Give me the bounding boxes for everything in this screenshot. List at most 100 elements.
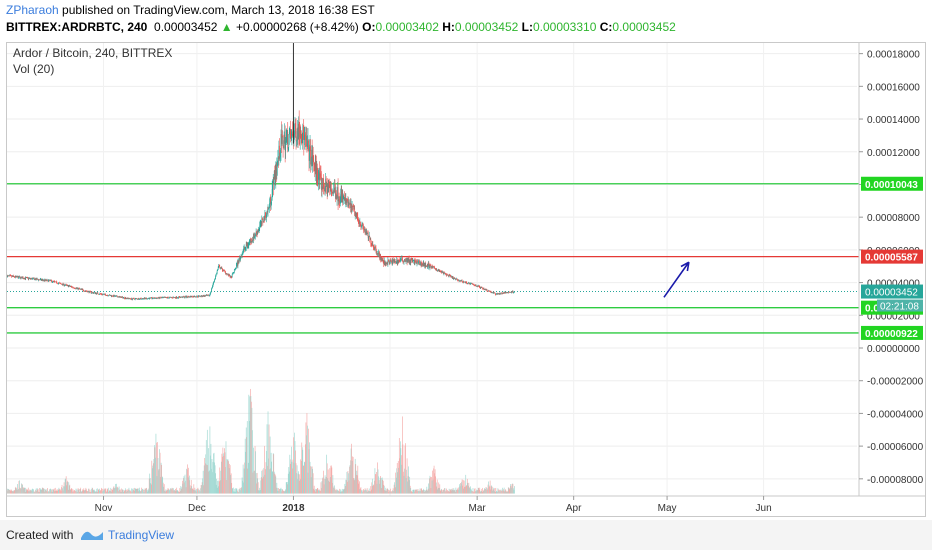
candle-body bbox=[457, 278, 458, 281]
candle-body bbox=[463, 281, 465, 283]
volume-bar bbox=[278, 490, 280, 494]
volume-bar bbox=[464, 486, 466, 494]
volume-bar bbox=[84, 490, 86, 494]
candle-body bbox=[378, 252, 379, 254]
candle-body bbox=[66, 284, 68, 286]
volume-bar bbox=[155, 433, 157, 494]
volume-bar bbox=[130, 491, 132, 494]
candle-body bbox=[253, 234, 255, 239]
candle-body bbox=[40, 278, 42, 280]
volume-bar bbox=[361, 490, 362, 494]
candle-body bbox=[47, 279, 49, 282]
volume-bar bbox=[466, 485, 468, 494]
candle-body bbox=[179, 297, 181, 299]
volume-bar bbox=[346, 480, 347, 494]
candle-body bbox=[486, 289, 488, 292]
volume-bar bbox=[210, 455, 211, 494]
volume-bar bbox=[310, 466, 311, 494]
volume-bar bbox=[280, 488, 281, 494]
candle-body bbox=[408, 258, 409, 262]
volume-bar bbox=[498, 490, 500, 494]
volume-bar bbox=[252, 430, 253, 494]
volume-bar bbox=[255, 473, 257, 494]
volume-bar bbox=[302, 449, 304, 494]
tradingview-brand-link[interactable]: TradingView bbox=[108, 528, 175, 542]
volume-bar bbox=[94, 492, 96, 494]
candle-body bbox=[30, 278, 32, 280]
volume-bar bbox=[495, 491, 497, 494]
volume-bar bbox=[20, 488, 22, 494]
volume-bar bbox=[362, 492, 363, 494]
volume-bar bbox=[294, 441, 296, 494]
volume-bar bbox=[109, 491, 111, 494]
candle-body bbox=[127, 297, 128, 299]
volume-bar bbox=[477, 489, 479, 494]
volume-bar bbox=[318, 489, 320, 494]
candle-body bbox=[66, 284, 68, 286]
volume-bar bbox=[344, 485, 346, 494]
candle-body bbox=[379, 253, 380, 259]
candle-body bbox=[349, 202, 351, 205]
chart-pane[interactable]: 0.00018000 0.00016000 0.00014000 0.00012000… bbox=[6, 42, 926, 517]
volume-bar bbox=[388, 489, 389, 494]
candle-body bbox=[27, 277, 29, 279]
candle-body bbox=[62, 283, 63, 285]
volume-bar bbox=[39, 487, 41, 494]
candle-body bbox=[393, 260, 394, 261]
volume-bar bbox=[26, 489, 28, 494]
author-link[interactable]: ZPharaoh bbox=[6, 3, 59, 17]
candle-body bbox=[189, 296, 191, 298]
candle-body bbox=[222, 270, 224, 272]
candle-body bbox=[72, 286, 73, 288]
price-chart[interactable]: 0.000180000.000160000.000140000.00012000… bbox=[7, 43, 925, 516]
volume-bar bbox=[196, 491, 198, 494]
candle-body bbox=[225, 271, 226, 274]
candle-body bbox=[117, 296, 119, 298]
candle-body bbox=[20, 277, 22, 279]
candle-body bbox=[135, 298, 137, 300]
candle-body bbox=[370, 243, 372, 245]
candle-body bbox=[296, 140, 297, 142]
candle-body bbox=[424, 262, 426, 268]
candle-body bbox=[224, 270, 226, 272]
candle-body bbox=[127, 297, 129, 299]
volume-bar bbox=[111, 489, 113, 494]
candle-body bbox=[354, 213, 356, 216]
current-price-tag bbox=[861, 284, 923, 299]
volume-bar bbox=[393, 491, 394, 494]
volume-bar bbox=[438, 482, 440, 494]
candle-body bbox=[446, 274, 447, 276]
candle-body bbox=[361, 223, 363, 226]
candle-body bbox=[321, 186, 323, 191]
volume-bar bbox=[219, 480, 221, 494]
candle-body bbox=[477, 286, 479, 287]
volume-bar bbox=[475, 491, 477, 494]
candle-body bbox=[93, 292, 95, 294]
volume-bar bbox=[55, 490, 57, 494]
candle-body bbox=[306, 136, 307, 141]
volume-bar bbox=[345, 479, 347, 494]
candle-body bbox=[376, 253, 378, 254]
volume-bar bbox=[423, 491, 425, 494]
candle-body bbox=[300, 138, 302, 140]
published-text: published on TradingView.com, March 13, … bbox=[62, 3, 375, 17]
candle-body bbox=[380, 257, 382, 261]
volume-bar bbox=[431, 480, 433, 494]
volume-bar bbox=[132, 489, 133, 494]
volume-bar bbox=[241, 487, 242, 494]
volume-bar bbox=[499, 491, 501, 494]
volume-bar bbox=[347, 470, 349, 494]
candle-body bbox=[13, 276, 15, 278]
volume-bar bbox=[40, 489, 42, 494]
candle-body bbox=[87, 291, 89, 293]
candle-body bbox=[246, 244, 248, 247]
volume-bar bbox=[323, 484, 325, 494]
volume-bar bbox=[188, 467, 189, 494]
volume-bar bbox=[237, 491, 239, 494]
x-tick-label: Apr bbox=[566, 503, 582, 514]
volume-bar bbox=[314, 490, 316, 494]
volume-bar bbox=[267, 465, 268, 494]
candle-body bbox=[452, 277, 454, 280]
volume-bar bbox=[503, 487, 505, 494]
volume-bar bbox=[234, 488, 236, 494]
